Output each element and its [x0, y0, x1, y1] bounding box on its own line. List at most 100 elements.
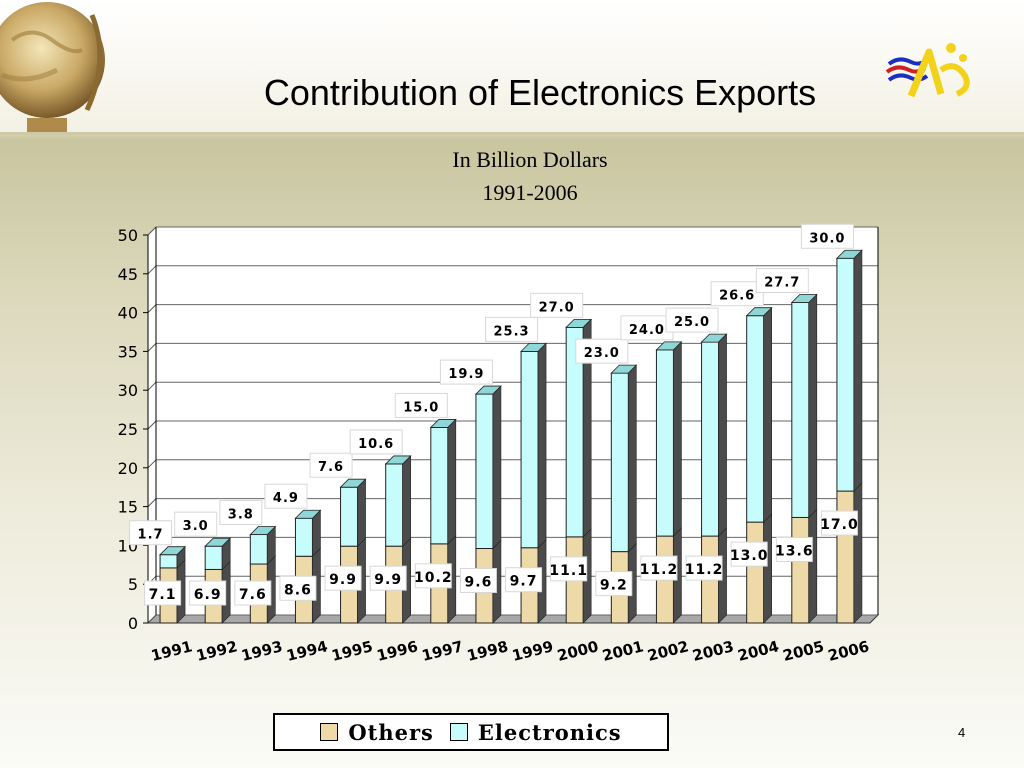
data-label-electronics: 30.0 — [809, 231, 845, 246]
data-label-others: 11.2 — [640, 562, 679, 578]
bar-top-cap — [565, 318, 593, 328]
bar-top-cap — [474, 385, 502, 395]
bar-top-cap — [655, 341, 683, 351]
data-label-electronics: 26.6 — [719, 289, 755, 304]
bar-top-cap — [339, 478, 367, 488]
data-label-electronics-box — [620, 315, 674, 341]
gridline-depth — [147, 265, 157, 275]
bar-electronics — [159, 554, 178, 569]
y-tick-label: 30 — [118, 381, 138, 400]
bar-top-cap — [249, 526, 277, 535]
data-label-electronics-box — [129, 520, 173, 546]
data-label-others-box — [640, 555, 678, 581]
bar-electronics — [204, 545, 223, 570]
data-label-electronics-box — [439, 359, 493, 385]
data-label-electronics-box — [349, 429, 403, 455]
y-tick-label: 5 — [128, 575, 138, 594]
gridline-depth — [147, 459, 157, 469]
gridline-depth — [147, 226, 157, 236]
bar-electronics — [475, 393, 494, 550]
bar-electronics — [430, 426, 449, 545]
data-label-others: 9.9 — [329, 572, 357, 588]
legend-item-others: Others — [320, 720, 434, 745]
data-label-others-box — [505, 567, 543, 593]
bar-electronics-side — [447, 418, 457, 545]
data-label-electronics: 25.3 — [494, 324, 530, 339]
stacked-bar-chart: 051015202530354045501.77.119913.06.91992… — [118, 223, 880, 665]
gridline-depth — [147, 343, 157, 352]
data-label-others: 13.0 — [730, 548, 769, 564]
x-tick-label: 2005 — [781, 637, 826, 665]
page-number: 4 — [958, 725, 966, 740]
bar-top-cap — [384, 455, 412, 465]
data-label-others-box — [775, 536, 813, 562]
y-tick-label: 35 — [118, 342, 138, 361]
legend-label-others: Others — [348, 719, 434, 745]
bar-electronics — [340, 486, 359, 547]
data-label-others: 7.6 — [239, 587, 267, 603]
data-label-electronics: 3.0 — [183, 519, 209, 534]
data-label-electronics-box — [755, 268, 809, 294]
bar-electronics-side — [673, 341, 682, 537]
data-label-electronics: 23.0 — [584, 346, 620, 361]
x-tick-label: 2002 — [646, 637, 691, 665]
bar-electronics-side — [808, 293, 818, 519]
bar-top-cap — [159, 546, 187, 556]
legend-swatch-electronics — [449, 723, 468, 741]
data-label-electronics: 4.9 — [273, 491, 299, 506]
globe-icon — [0, 2, 105, 132]
data-label-others: 9.6 — [465, 575, 493, 591]
bar-electronics — [655, 349, 674, 537]
x-tick-label: 2004 — [736, 637, 781, 665]
data-label-others: 11.1 — [549, 563, 588, 579]
chart-subtitle-units: In Billion Dollars — [452, 147, 608, 172]
bar-top-cap — [204, 537, 232, 547]
data-label-others-box — [279, 575, 317, 601]
bar-electronics — [520, 350, 539, 549]
data-label-others-box — [324, 565, 362, 591]
x-tick-label: 2001 — [600, 637, 645, 665]
data-label-electronics-box — [219, 500, 263, 526]
data-label-electronics-box — [575, 338, 629, 364]
x-tick-label: 2003 — [691, 637, 736, 665]
bar-top-cap — [429, 419, 457, 428]
page-title: Contribution of Electronics Exports — [263, 72, 817, 113]
data-label-electronics: 3.8 — [228, 508, 254, 523]
data-label-others: 9.9 — [374, 572, 402, 588]
x-tick-label: 1993 — [239, 637, 284, 665]
bar-electronics — [610, 372, 629, 553]
bar-electronics — [385, 463, 404, 547]
chart-subtitle-years: 1991-2006 — [482, 180, 578, 205]
data-label-others: 17.0 — [820, 517, 859, 533]
data-label-others-box — [459, 568, 497, 594]
x-tick-label: 2000 — [555, 637, 600, 665]
data-label-electronics-box — [174, 511, 218, 537]
y-tick-label: 25 — [118, 420, 138, 439]
data-label-electronics: 15.0 — [403, 400, 439, 415]
x-tick-label: 1995 — [330, 637, 375, 665]
x-tick-label: 1996 — [375, 637, 420, 665]
data-label-others: 11.2 — [685, 562, 724, 578]
data-label-electronics: 27.0 — [539, 300, 575, 315]
data-label-electronics: 25.0 — [674, 315, 710, 330]
bar-others — [746, 521, 765, 624]
gridline-depth — [147, 381, 157, 391]
data-label-others: 9.7 — [510, 574, 538, 590]
bar-electronics-side — [492, 385, 502, 550]
data-label-electronics: 1.7 — [138, 528, 164, 543]
data-label-electronics: 19.9 — [448, 367, 484, 382]
company-logo-icon — [885, 43, 970, 98]
bar-electronics-side — [357, 478, 366, 547]
data-label-others-box — [189, 580, 227, 606]
x-tick-label: 1992 — [194, 637, 239, 665]
gridline-depth — [147, 498, 157, 507]
bar-electronics-side — [537, 342, 547, 549]
x-tick-label: 1998 — [465, 637, 510, 665]
data-label-others: 10.2 — [414, 570, 453, 586]
x-tick-label: 1999 — [510, 637, 555, 665]
data-label-electronics-box — [665, 307, 719, 333]
data-label-others-box — [234, 580, 272, 606]
y-tick-label: 20 — [118, 459, 138, 478]
x-tick-label: 1997 — [420, 637, 465, 665]
bar-electronics — [249, 534, 268, 565]
